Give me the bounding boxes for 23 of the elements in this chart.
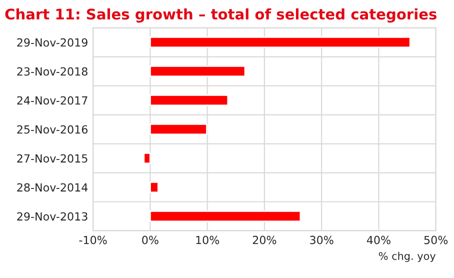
x-tick-label: -10%	[79, 236, 107, 244]
y-tick-label: 27-Nov-2015	[17, 154, 88, 163]
y-tick-label: 24-Nov-2017	[17, 96, 88, 105]
chart-title: Chart 11: Sales growth – total of selected categories	[5, 8, 436, 23]
y-tick-label: 23-Nov-2018	[17, 67, 88, 76]
x-tick-label: 10%	[196, 236, 220, 244]
x-tick-label: 0%	[142, 236, 158, 244]
bar	[150, 94, 229, 106]
x-tick-label: 40%	[366, 236, 390, 244]
x-tick-label: 30%	[310, 236, 334, 244]
bar	[150, 36, 411, 48]
y-tick-label: 29-Nov-2013	[17, 212, 88, 221]
y-tick-label: 28-Nov-2014	[17, 183, 88, 192]
y-tick-label: 29-Nov-2019	[17, 38, 88, 47]
y-tick-label: 25-Nov-2016	[17, 125, 88, 134]
bar	[150, 66, 246, 78]
bar	[150, 181, 159, 194]
bar	[143, 152, 151, 164]
x-tick-label: 20%	[252, 236, 276, 244]
x-axis-title: % chg. yoy	[378, 252, 436, 262]
bar	[150, 124, 208, 136]
x-tick-label: 50%	[424, 236, 448, 244]
bar	[150, 210, 302, 222]
